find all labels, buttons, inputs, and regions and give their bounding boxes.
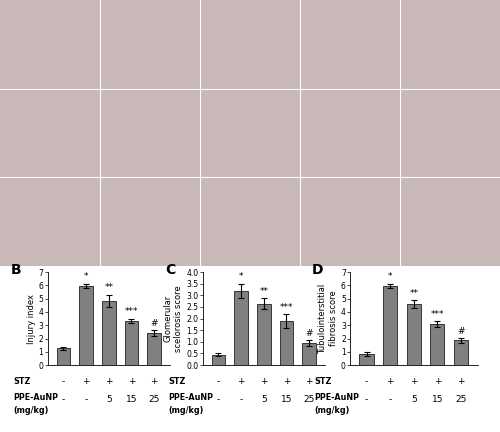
Text: (mg/kg): (mg/kg) xyxy=(314,406,350,415)
Text: +: + xyxy=(306,377,313,386)
Text: -: - xyxy=(240,395,242,404)
Text: ***: *** xyxy=(430,310,444,319)
Text: -: - xyxy=(365,377,368,386)
Bar xyxy=(430,324,444,365)
Bar xyxy=(56,349,70,365)
Text: C: C xyxy=(166,263,176,277)
Text: *: * xyxy=(239,273,244,282)
Text: 5: 5 xyxy=(106,395,112,404)
Text: PPE-AuNP: PPE-AuNP xyxy=(13,393,58,402)
Bar xyxy=(212,355,225,365)
Text: #: # xyxy=(150,319,158,328)
Text: STZ: STZ xyxy=(13,377,30,386)
Bar xyxy=(383,286,397,365)
Text: 5: 5 xyxy=(261,395,266,404)
Text: 15: 15 xyxy=(126,395,137,404)
Bar xyxy=(454,340,468,365)
Text: ***: *** xyxy=(280,303,293,311)
Text: STZ: STZ xyxy=(314,377,332,386)
Bar xyxy=(124,321,138,365)
Text: +: + xyxy=(238,377,245,386)
Text: +: + xyxy=(105,377,112,386)
Y-axis label: Tubulointerstitial
fibrosis score: Tubulointerstitial fibrosis score xyxy=(318,283,338,354)
Text: B: B xyxy=(11,263,22,277)
Text: **: ** xyxy=(104,283,113,292)
Bar xyxy=(280,321,293,365)
Text: 25: 25 xyxy=(456,395,466,404)
Text: +: + xyxy=(150,377,158,386)
Text: **: ** xyxy=(409,289,418,298)
Text: *: * xyxy=(388,273,392,281)
Text: -: - xyxy=(84,395,87,404)
Text: PPE-AuNP: PPE-AuNP xyxy=(168,393,213,402)
Text: -: - xyxy=(217,377,220,386)
Bar xyxy=(102,301,116,365)
Bar xyxy=(406,304,421,365)
Text: STZ: STZ xyxy=(168,377,186,386)
Text: +: + xyxy=(386,377,394,386)
Text: 25: 25 xyxy=(148,395,160,404)
Text: (mg/kg): (mg/kg) xyxy=(168,406,203,415)
Text: 5: 5 xyxy=(411,395,416,404)
Text: PPE-AuNP: PPE-AuNP xyxy=(314,393,360,402)
Text: ***: *** xyxy=(124,307,138,316)
Text: (mg/kg): (mg/kg) xyxy=(13,406,49,415)
Bar xyxy=(257,304,270,365)
Text: -: - xyxy=(388,395,392,404)
Text: 15: 15 xyxy=(432,395,443,404)
Y-axis label: Glomerular
scelorosis score: Glomerular scelorosis score xyxy=(164,285,184,352)
Text: *: * xyxy=(84,273,88,281)
Y-axis label: Injury index: Injury index xyxy=(26,294,36,343)
Text: -: - xyxy=(217,395,220,404)
Text: -: - xyxy=(62,395,65,404)
Text: 15: 15 xyxy=(280,395,292,404)
Bar xyxy=(234,291,248,365)
Bar xyxy=(360,354,374,365)
Text: -: - xyxy=(62,377,65,386)
Text: 25: 25 xyxy=(304,395,315,404)
Bar xyxy=(302,343,316,365)
Text: #: # xyxy=(306,329,313,338)
Text: **: ** xyxy=(259,287,268,296)
Text: +: + xyxy=(128,377,135,386)
Text: D: D xyxy=(312,263,323,277)
Text: +: + xyxy=(260,377,268,386)
Text: +: + xyxy=(282,377,290,386)
Text: +: + xyxy=(457,377,464,386)
Bar xyxy=(148,333,161,365)
Text: +: + xyxy=(410,377,418,386)
Text: #: # xyxy=(457,327,464,336)
Bar xyxy=(80,286,93,365)
Text: +: + xyxy=(434,377,441,386)
Text: +: + xyxy=(82,377,90,386)
Text: -: - xyxy=(365,395,368,404)
